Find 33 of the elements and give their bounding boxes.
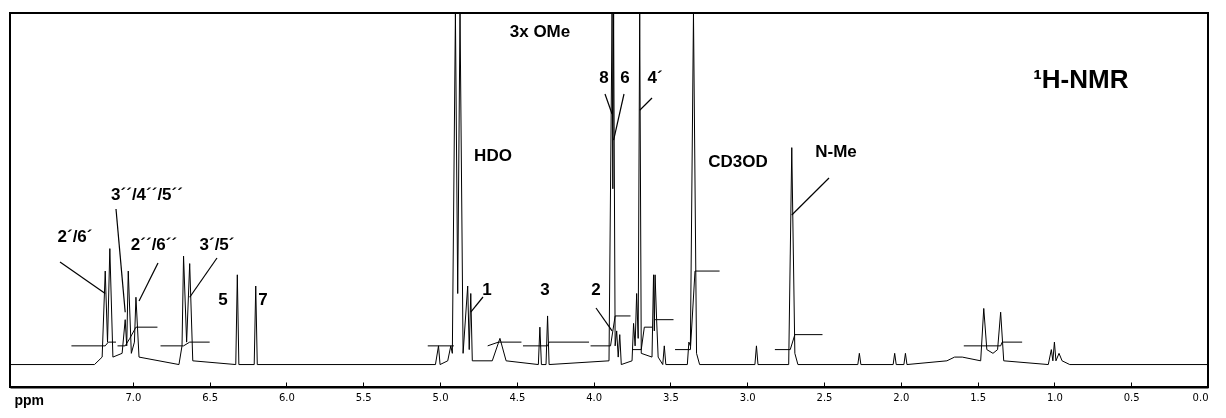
annotation: CD3OD	[708, 152, 768, 171]
x-tick-label: 4.5	[509, 391, 526, 403]
x-tick-label: 7.0	[125, 391, 142, 403]
annotation: 2´/6´	[57, 227, 93, 246]
x-tick-label: 4.0	[586, 391, 603, 403]
x-tick-label: 3.5	[662, 391, 679, 403]
annotation: 2´´/6´´	[130, 235, 178, 254]
x-tick-label: 0.0	[1192, 391, 1209, 403]
x-axis-title: ppm	[14, 391, 45, 408]
annotation: 3	[540, 280, 550, 299]
x-tick-label: 2.0	[893, 391, 910, 403]
x-tick-label: 5.5	[355, 391, 372, 403]
x-tick-label: 3.0	[739, 391, 756, 403]
annotation: 3´´/4´´/5´´	[111, 185, 183, 204]
text: ¹H-NMR	[1033, 64, 1129, 94]
annotation: HDO	[474, 146, 512, 165]
x-tick-label: 1.5	[970, 391, 987, 403]
annotation: 1	[482, 280, 492, 299]
x-tick-label: 6.0	[279, 391, 295, 403]
annotation: 2	[591, 280, 601, 299]
annotation: 3´/5´	[199, 235, 235, 254]
annotation: 8	[599, 68, 609, 87]
x-tick-label: 2.5	[816, 391, 833, 403]
annotation: 4´	[647, 68, 663, 87]
annotation: 7	[258, 290, 268, 309]
annotation: N-Me	[815, 142, 857, 161]
annotation: 5	[218, 290, 228, 309]
x-tick-label: 0.5	[1123, 391, 1140, 403]
annotation: 6	[620, 68, 630, 87]
annotation: 3x OMe	[509, 22, 571, 41]
x-tick-label: 1.0	[1046, 391, 1063, 403]
x-tick-label: 6.5	[202, 391, 219, 403]
x-tick-label: 5.0	[432, 391, 449, 403]
